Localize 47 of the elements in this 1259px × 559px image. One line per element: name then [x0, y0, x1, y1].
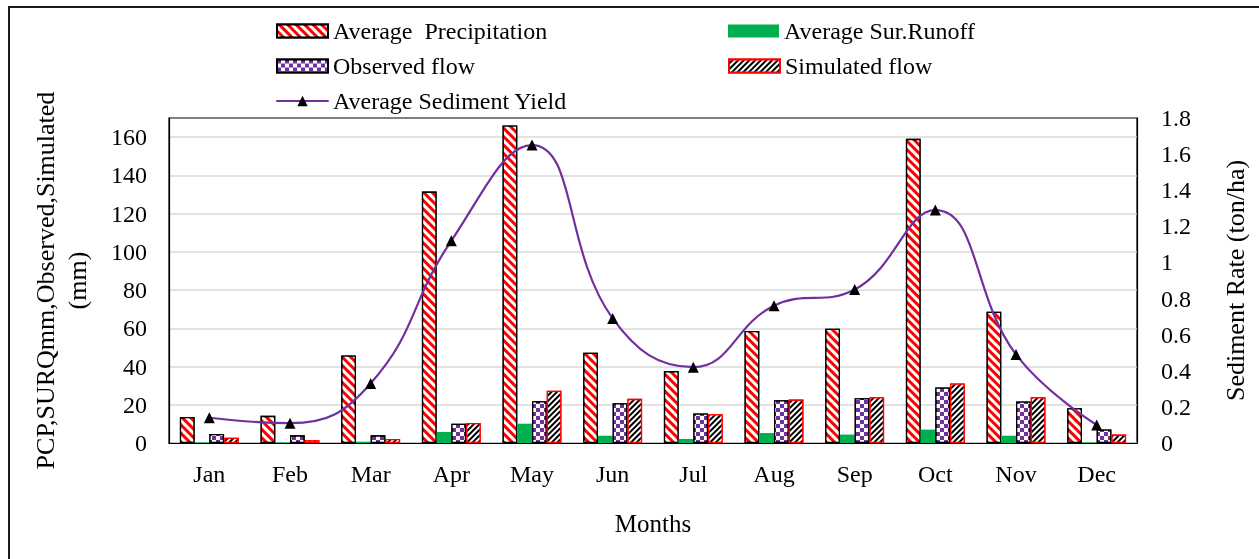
- legend-label: Average Sediment Yield: [333, 88, 567, 114]
- x-tick-label: Oct: [918, 461, 953, 487]
- y2-tick-label: 1.2: [1161, 213, 1191, 240]
- legend-label: Average Sur.Runoff: [784, 18, 976, 44]
- y-tick-label: 20: [123, 391, 147, 418]
- y2-tick-label: 0: [1161, 430, 1173, 456]
- y2-tick-label: 0.6: [1161, 321, 1191, 348]
- x-tick-label: Jan: [193, 461, 226, 487]
- y2-tick-label: 1.6: [1161, 141, 1191, 168]
- y2-tick-label: 0.8: [1161, 285, 1191, 312]
- y-tick-label: 120: [111, 200, 147, 227]
- x-tick-label: Feb: [272, 461, 308, 487]
- x-tick-label: Nov: [995, 461, 1037, 487]
- x-tick-label: Dec: [1077, 461, 1116, 487]
- legend-label: Simulated flow: [785, 53, 933, 79]
- y-axis-title: PCP,SURQmm,Observed,Simulated (mm): [30, 91, 92, 470]
- bar: [597, 435, 613, 443]
- bar: [517, 423, 532, 443]
- y-tick-label: 0: [135, 430, 147, 456]
- x-axis-title: Months: [614, 510, 692, 537]
- bar: [678, 438, 694, 443]
- legend-label: Average Precipitation: [333, 18, 548, 44]
- y-tick-label: 80: [123, 277, 147, 304]
- x-tick-label: Mar: [350, 461, 391, 487]
- y2-tick-label: 1.4: [1161, 177, 1191, 204]
- legend-label: Observed flow: [333, 53, 476, 79]
- x-tick-label: Jul: [679, 461, 708, 487]
- y2-tick-label: 0.4: [1161, 357, 1191, 384]
- x-tick-label: May: [510, 461, 554, 487]
- bar: [1001, 435, 1016, 443]
- y-tick-label: 100: [111, 238, 147, 265]
- bar: [920, 429, 936, 443]
- y2-axis-title: Sediment Rate (ton/ha): [1220, 159, 1250, 402]
- y2-tick-label: 1.8: [1161, 105, 1191, 131]
- x-tick-label: Sep: [836, 461, 873, 487]
- x-tick-label: Apr: [432, 461, 470, 487]
- y-tick-label: 140: [111, 162, 147, 189]
- y-tick-label: 60: [123, 315, 147, 342]
- y2-tick-label: 0.2: [1161, 393, 1191, 420]
- bar: [839, 434, 855, 443]
- x-tick-label: Jun: [595, 461, 630, 487]
- y-tick-label: 40: [123, 353, 147, 380]
- bar: [759, 433, 774, 443]
- x-tick-label: Aug: [753, 461, 795, 487]
- y-tick-label: 160: [111, 124, 147, 151]
- y2-tick-label: 1: [1161, 249, 1173, 276]
- bar: [436, 431, 452, 443]
